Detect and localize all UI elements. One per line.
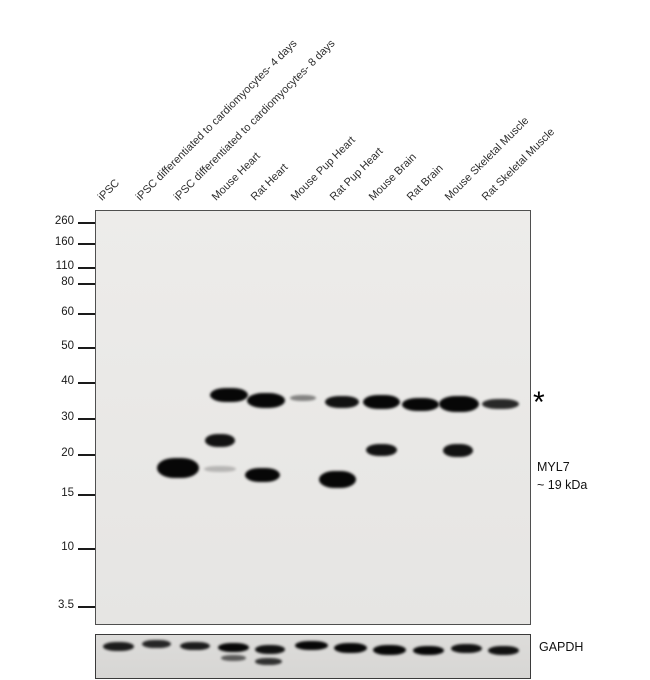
- lane-label-6: Mouse Pup Heart: [288, 134, 358, 204]
- mw-label-15: 15: [61, 487, 74, 499]
- mw-tick-110: [78, 267, 95, 269]
- mw-tick-20: [78, 454, 95, 456]
- mw-label-60: 60: [61, 306, 74, 318]
- lane-labels: iPSC iPSC differentiated to cardiomyocyte…: [0, 0, 650, 206]
- mw-label-20: 20: [61, 447, 74, 459]
- lane-label-5: Rat Heart: [248, 161, 291, 204]
- mw-tick-60: [78, 313, 95, 315]
- mw-tick-160: [78, 243, 95, 245]
- nonspecific-band-asterisk: *: [533, 386, 545, 419]
- blot-panel-main: [95, 210, 531, 625]
- target-protein-label: MYL7: [537, 460, 570, 474]
- target-size-label: ~ 19 kDa: [537, 478, 588, 492]
- mw-label-80: 80: [61, 276, 74, 288]
- mw-label-30: 30: [61, 411, 74, 423]
- mw-tick-50: [78, 347, 95, 349]
- loading-control-label: GAPDH: [539, 640, 584, 654]
- mw-label-160: 160: [54, 236, 74, 248]
- mw-label-3.5: 3.5: [58, 599, 74, 611]
- lane-label-1: iPSC: [95, 177, 123, 204]
- mw-tick-40: [78, 382, 95, 384]
- mw-label-260: 260: [54, 215, 74, 227]
- mw-tick-260: [78, 222, 95, 224]
- mw-tick-15: [78, 494, 95, 496]
- mw-tick-10: [78, 548, 95, 550]
- mw-label-110: 110: [55, 260, 74, 272]
- lane-label-11: Rat Skeletal Muscle: [479, 126, 558, 204]
- mw-tick-3.5: [78, 606, 95, 608]
- blot-panel-loading-control: [95, 634, 531, 679]
- mw-label-10: 10: [61, 541, 74, 553]
- mw-label-40: 40: [61, 375, 74, 387]
- mw-tick-80: [78, 283, 95, 285]
- mw-label-50: 50: [61, 340, 74, 352]
- mw-tick-30: [78, 418, 95, 420]
